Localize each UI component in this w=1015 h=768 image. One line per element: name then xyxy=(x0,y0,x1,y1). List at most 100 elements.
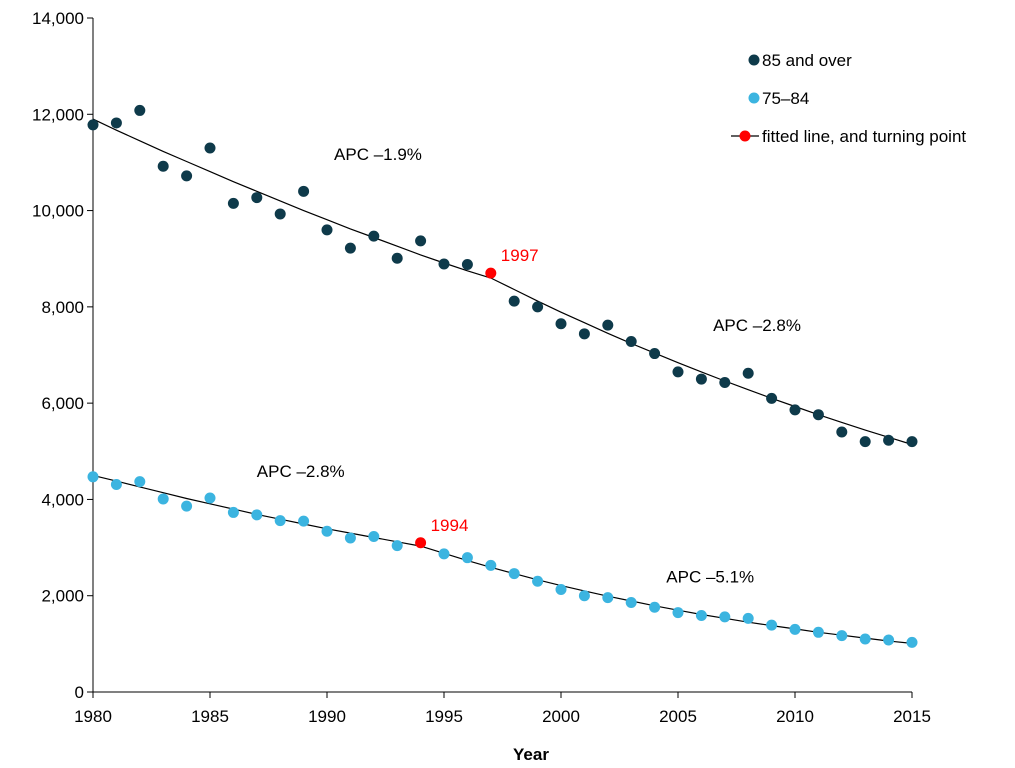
data-point xyxy=(204,142,216,154)
data-point xyxy=(368,530,380,542)
data-point xyxy=(391,540,403,552)
data-point xyxy=(134,104,146,116)
data-point xyxy=(883,434,895,446)
data-point xyxy=(251,509,263,521)
fitted-line xyxy=(92,118,913,446)
x-tick-label: 1980 xyxy=(74,707,112,726)
data-point xyxy=(719,611,731,623)
data-point xyxy=(789,404,801,416)
data-point xyxy=(555,583,567,595)
data-point xyxy=(766,392,778,404)
x-tick-label: 2000 xyxy=(542,707,580,726)
data-point xyxy=(649,601,661,613)
legend-marker xyxy=(748,92,760,104)
data-point xyxy=(883,634,895,646)
y-tick-label: 14,000 xyxy=(32,9,84,28)
y-tick-label: 4,000 xyxy=(41,490,84,509)
data-point xyxy=(672,607,684,619)
data-point xyxy=(344,242,356,254)
data-point xyxy=(415,235,427,247)
data-point xyxy=(742,367,754,379)
data-point xyxy=(391,252,403,264)
data-point xyxy=(181,170,193,182)
x-tick-label: 2005 xyxy=(659,707,697,726)
data-point xyxy=(812,626,824,638)
y-tick-label: 12,000 xyxy=(32,105,84,124)
annotations: 1997 APC –1.9% APC –2.8% 1994 APC –2.8% APC –… xyxy=(257,145,801,587)
apc-annotation: APC –2.8% xyxy=(257,462,345,481)
data-point xyxy=(461,258,473,270)
data-point xyxy=(438,258,450,270)
x-axis-title: Year xyxy=(513,745,549,764)
turning-point-marker xyxy=(485,267,497,279)
x-tick-label: 2010 xyxy=(776,707,814,726)
y-tick-label: 10,000 xyxy=(32,202,84,221)
fitted-line xyxy=(92,474,913,644)
data-point xyxy=(227,197,239,209)
data-point xyxy=(836,426,848,438)
legend-label: fitted line, and turning point xyxy=(762,127,966,146)
apc-annotation: APC –5.1% xyxy=(666,568,754,587)
data-point xyxy=(508,568,520,580)
data-point xyxy=(742,612,754,624)
data-point xyxy=(766,619,778,631)
data-point xyxy=(298,185,310,197)
turning-point-label: 1994 xyxy=(431,516,469,535)
data-point xyxy=(298,515,310,527)
data-point xyxy=(251,192,263,204)
data-point xyxy=(344,532,356,544)
data-point xyxy=(461,552,473,564)
y-tick-label: 0 xyxy=(75,683,84,702)
data-point xyxy=(438,548,450,560)
data-point xyxy=(672,366,684,378)
data-point xyxy=(695,373,707,385)
data-point xyxy=(134,476,146,488)
apc-annotation: APC –2.8% xyxy=(713,316,801,335)
data-point xyxy=(204,492,216,504)
data-point xyxy=(719,376,731,388)
data-point xyxy=(836,630,848,642)
legend-label: 85 and over xyxy=(762,51,852,70)
data-point xyxy=(368,230,380,242)
axes: 0 2,000 4,000 6,000 8,000 10,000 12,000 14,000 1… xyxy=(32,9,931,726)
data-point xyxy=(110,117,122,129)
data-point xyxy=(532,575,544,587)
data-point xyxy=(906,636,918,648)
data-point xyxy=(555,318,567,330)
data-point xyxy=(110,479,122,491)
x-tick-label: 1995 xyxy=(425,707,463,726)
data-point xyxy=(227,506,239,518)
legend-marker xyxy=(739,130,751,142)
data-point xyxy=(181,500,193,512)
data-point xyxy=(532,301,544,313)
data-point xyxy=(578,328,590,340)
data-point xyxy=(508,295,520,307)
data-point xyxy=(485,559,497,571)
data-point xyxy=(602,592,614,604)
y-tick-label: 8,000 xyxy=(41,298,84,317)
data-point xyxy=(274,208,286,220)
data-point xyxy=(321,525,333,537)
data-point xyxy=(157,160,169,172)
data-point xyxy=(602,319,614,331)
y-tick-label: 2,000 xyxy=(41,587,84,606)
x-tick-label: 1990 xyxy=(308,707,346,726)
data-point xyxy=(274,515,286,527)
fitted-lines xyxy=(92,118,913,644)
data-point xyxy=(649,348,661,360)
data-point xyxy=(859,436,871,448)
data-point xyxy=(321,224,333,236)
data-point xyxy=(578,590,590,602)
legend-marker xyxy=(748,54,760,66)
data-points xyxy=(87,104,918,648)
data-point xyxy=(87,119,99,131)
turning-point-marker xyxy=(415,537,427,549)
turning-point-label: 1997 xyxy=(501,246,539,265)
data-point xyxy=(625,336,637,348)
legend: 85 and over 75–84 fitted line, and turning… xyxy=(731,51,966,146)
legend-label: 75–84 xyxy=(762,89,809,108)
x-tick-label: 2015 xyxy=(893,707,931,726)
data-point xyxy=(87,471,99,483)
data-point xyxy=(812,409,824,421)
